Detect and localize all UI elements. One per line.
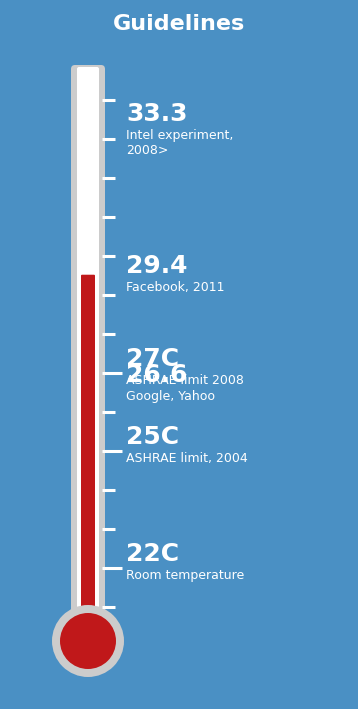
Text: 26.6: 26.6 bbox=[126, 363, 188, 387]
Text: Intel experiment,
2008>: Intel experiment, 2008> bbox=[126, 128, 233, 157]
Circle shape bbox=[60, 613, 116, 669]
Text: 22C: 22C bbox=[126, 542, 179, 566]
Text: ASHRAE limit 2008: ASHRAE limit 2008 bbox=[126, 374, 244, 387]
Text: 33.3: 33.3 bbox=[126, 101, 188, 125]
Circle shape bbox=[52, 605, 124, 677]
FancyBboxPatch shape bbox=[81, 274, 95, 630]
FancyBboxPatch shape bbox=[77, 67, 99, 629]
FancyBboxPatch shape bbox=[71, 65, 105, 631]
Text: Guidelines: Guidelines bbox=[113, 14, 245, 34]
Text: ASHRAE limit, 2004: ASHRAE limit, 2004 bbox=[126, 452, 248, 465]
Text: Facebook, 2011: Facebook, 2011 bbox=[126, 281, 224, 294]
Text: 27C: 27C bbox=[126, 347, 179, 372]
Text: 29.4: 29.4 bbox=[126, 254, 188, 278]
Text: 25C: 25C bbox=[126, 425, 179, 450]
Text: Room temperature: Room temperature bbox=[126, 569, 244, 583]
Text: Google, Yahoo: Google, Yahoo bbox=[126, 390, 215, 403]
